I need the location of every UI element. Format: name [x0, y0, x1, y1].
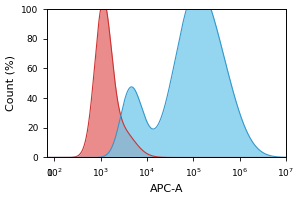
Text: 0: 0: [46, 169, 52, 178]
Y-axis label: Count (%): Count (%): [6, 55, 16, 111]
X-axis label: APC-A: APC-A: [150, 184, 183, 194]
